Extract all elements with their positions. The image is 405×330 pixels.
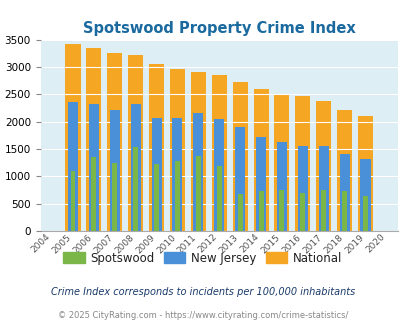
Bar — [315, 101, 330, 231]
Bar — [172, 118, 182, 231]
Bar — [258, 191, 263, 231]
Bar — [362, 196, 367, 231]
Bar — [109, 110, 119, 231]
Bar — [216, 166, 221, 231]
Bar — [170, 69, 185, 231]
Bar — [149, 64, 164, 231]
Bar — [151, 118, 161, 231]
Bar — [297, 146, 307, 231]
Legend: Spotswood, New Jersey, National: Spotswood, New Jersey, National — [58, 247, 347, 269]
Title: Spotswood Property Crime Index: Spotswood Property Crime Index — [83, 21, 355, 36]
Bar — [320, 190, 325, 231]
Bar — [91, 157, 96, 231]
Bar — [256, 137, 265, 231]
Bar — [195, 156, 200, 231]
Bar — [318, 146, 328, 231]
Text: © 2025 CityRating.com - https://www.cityrating.com/crime-statistics/: © 2025 CityRating.com - https://www.city… — [58, 311, 347, 320]
Bar — [68, 102, 78, 231]
Bar — [341, 191, 346, 231]
Bar — [300, 193, 305, 231]
Bar — [175, 161, 179, 231]
Bar — [86, 49, 101, 231]
Bar — [214, 119, 224, 231]
Bar — [360, 159, 370, 231]
Bar — [190, 72, 205, 231]
Bar — [336, 110, 351, 231]
Bar — [357, 115, 372, 231]
Bar — [112, 163, 117, 231]
Bar — [133, 147, 138, 231]
Bar — [154, 164, 159, 231]
Bar — [130, 104, 141, 231]
Bar — [65, 44, 80, 231]
Bar — [279, 190, 284, 231]
Bar — [211, 75, 226, 231]
Bar — [232, 82, 247, 231]
Bar — [128, 55, 143, 231]
Bar — [274, 94, 289, 231]
Bar — [107, 53, 122, 231]
Bar — [294, 96, 309, 231]
Bar — [276, 143, 286, 231]
Bar — [193, 113, 203, 231]
Text: Crime Index corresponds to incidents per 100,000 inhabitants: Crime Index corresponds to incidents per… — [51, 287, 354, 297]
Bar — [237, 194, 242, 231]
Bar — [234, 127, 245, 231]
Bar — [89, 104, 99, 231]
Bar — [253, 89, 268, 231]
Bar — [70, 171, 75, 231]
Bar — [339, 154, 349, 231]
